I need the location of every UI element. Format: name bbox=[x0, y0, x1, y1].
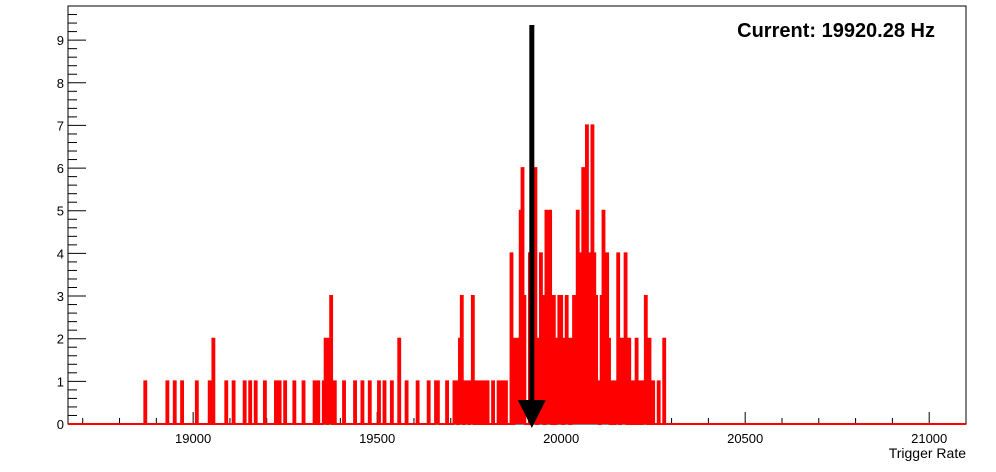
current-rate-annotation: Current: 19920.28 Hz bbox=[737, 20, 935, 42]
x-tick-label: 20500 bbox=[727, 431, 763, 446]
current-rate-marker bbox=[517, 25, 546, 428]
x-axis-title: Trigger Rate bbox=[889, 445, 967, 461]
y-tick-label: 0 bbox=[57, 417, 64, 432]
x-tick-label: 19500 bbox=[359, 431, 395, 446]
y-tick-label: 5 bbox=[57, 204, 64, 219]
y-axis: 0 1 2 3 4 5 6 7 8 9 bbox=[57, 14, 86, 432]
y-tick-label: 2 bbox=[57, 332, 64, 347]
x-tick-label: 19000 bbox=[175, 431, 211, 446]
y-tick-label: 7 bbox=[57, 118, 64, 133]
y-tick-label: 9 bbox=[57, 33, 64, 48]
x-tick-label: 21000 bbox=[911, 431, 947, 446]
x-tick-label: 20000 bbox=[543, 431, 579, 446]
y-tick-label: 8 bbox=[57, 76, 64, 91]
y-tick-label: 6 bbox=[57, 161, 64, 176]
y-tick-label: 4 bbox=[57, 246, 64, 261]
y-tick-label: 3 bbox=[57, 289, 64, 304]
y-tick-label: 1 bbox=[57, 374, 64, 389]
marker-arrow-head bbox=[517, 400, 546, 428]
histogram-series-line bbox=[68, 124, 966, 425]
